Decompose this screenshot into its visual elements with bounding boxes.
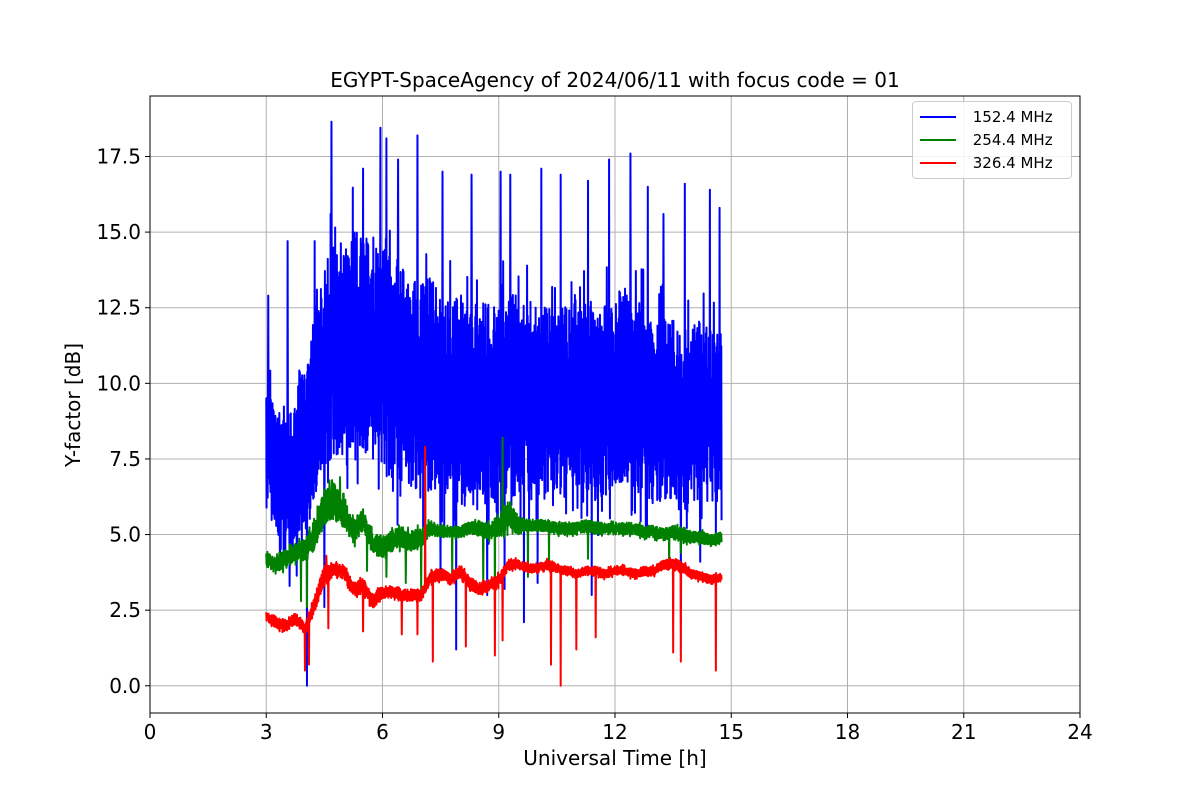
series-line-0 — [265, 120, 723, 687]
x-tick-label: 3 — [260, 720, 273, 744]
legend-item-326: 326.4 MHz — [913, 151, 1071, 174]
legend-label-254: 254.4 MHz — [968, 130, 1053, 149]
y-tick-label: 12.5 — [96, 296, 141, 320]
x-tick-label: 0 — [144, 720, 157, 744]
y-tick-label: 5.0 — [109, 523, 141, 547]
series-line-1 — [265, 436, 723, 609]
x-tick-label: 21 — [951, 720, 976, 744]
legend-swatch-254 — [920, 138, 956, 141]
x-tick-label: 18 — [835, 720, 860, 744]
y-tick-label: 17.5 — [96, 144, 141, 168]
x-tick-label: 15 — [719, 720, 744, 744]
legend-label-326: 326.4 MHz — [968, 153, 1053, 172]
x-axis-label: Universal Time [h] — [523, 746, 707, 770]
series-line-2 — [265, 445, 723, 687]
legend-item-254: 254.4 MHz — [913, 128, 1071, 151]
legend-swatch-326 — [920, 161, 956, 164]
legend-item-152: 152.4 MHz — [913, 105, 1071, 128]
y-tick-label: 7.5 — [109, 447, 141, 471]
y-tick-label: 10.0 — [96, 371, 141, 395]
legend: 152.4 MHz 254.4 MHz 326.4 MHz — [912, 101, 1072, 179]
x-tick-label: 9 — [492, 720, 505, 744]
legend-label-152: 152.4 MHz — [968, 107, 1053, 126]
chart-title: EGYPT-SpaceAgency of 2024/06/11 with foc… — [330, 68, 900, 92]
y-tick-label: 2.5 — [109, 598, 141, 622]
axis-ticks: 0 3 6 9 12 15 18 21 24 0.0 2.5 5.0 7.5 10.0 12.5 15.0 17… — [96, 144, 1092, 744]
x-tick-label: 24 — [1067, 720, 1092, 744]
legend-swatch-152 — [920, 115, 956, 118]
x-tick-label: 12 — [602, 720, 627, 744]
y-tick-label: 0.0 — [109, 674, 141, 698]
y-axis-label: Y-factor [dB] — [61, 342, 85, 468]
y-tick-label: 15.0 — [96, 220, 141, 244]
series-lines — [265, 120, 723, 687]
x-tick-label: 6 — [376, 720, 389, 744]
